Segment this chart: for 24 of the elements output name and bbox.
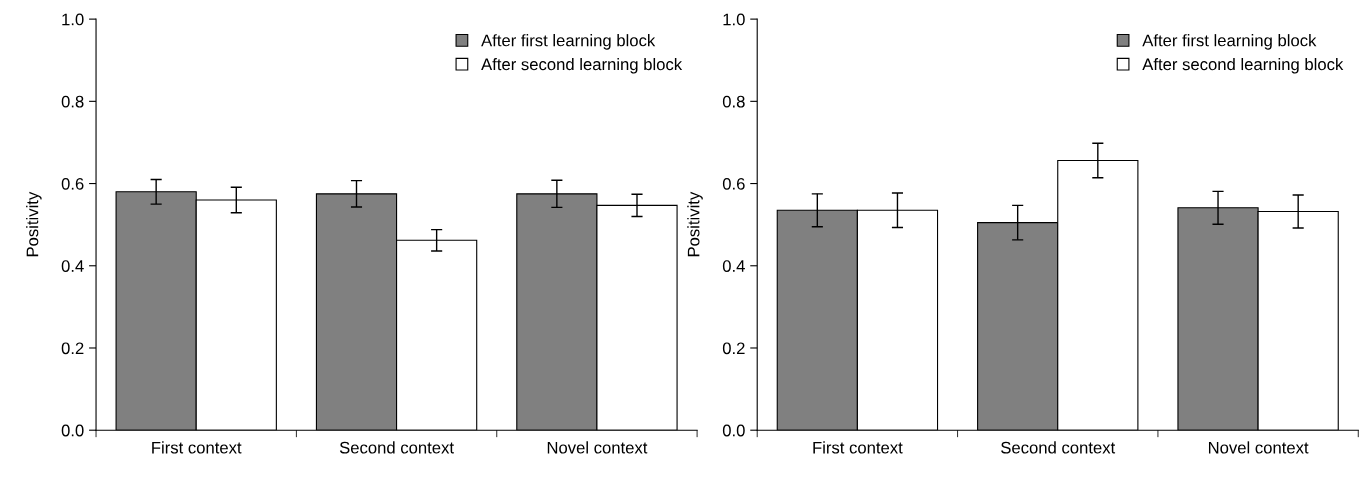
y-tick-label: 1.0 xyxy=(723,13,745,26)
y-axis-title: Positivity xyxy=(687,191,703,257)
y-tick-label: 0.0 xyxy=(722,424,745,437)
x-tick-label: Second context xyxy=(1001,441,1116,454)
legend-label: After second learning block xyxy=(481,57,683,74)
x-tick-label: Novel context xyxy=(547,441,648,454)
y-axis-title: Positivity xyxy=(26,191,42,257)
x-tick-label: Second context xyxy=(339,441,454,454)
y-tick-label: 0.8 xyxy=(61,95,84,108)
y-tick-label: 1.0 xyxy=(62,13,84,26)
y-tick-label: 0.6 xyxy=(61,177,84,190)
x-tick-label: First context xyxy=(152,441,242,454)
y-tick-label: 0.8 xyxy=(722,95,745,108)
y-tick-label: 0.4 xyxy=(722,260,745,272)
x-tick-label: First context xyxy=(813,441,903,454)
x-tick-label: Novel context xyxy=(1208,441,1309,454)
y-tick-label: 0.4 xyxy=(61,260,84,272)
legend-label: After first learning block xyxy=(481,34,656,50)
y-tick-label: 0.2 xyxy=(61,342,84,355)
legend-label: After second learning block xyxy=(1142,57,1344,74)
legend-label: After first learning block xyxy=(1142,34,1317,50)
y-tick-label: 0.0 xyxy=(61,424,84,437)
y-tick-label: 0.6 xyxy=(722,177,745,190)
y-tick-label: 0.2 xyxy=(722,342,745,355)
